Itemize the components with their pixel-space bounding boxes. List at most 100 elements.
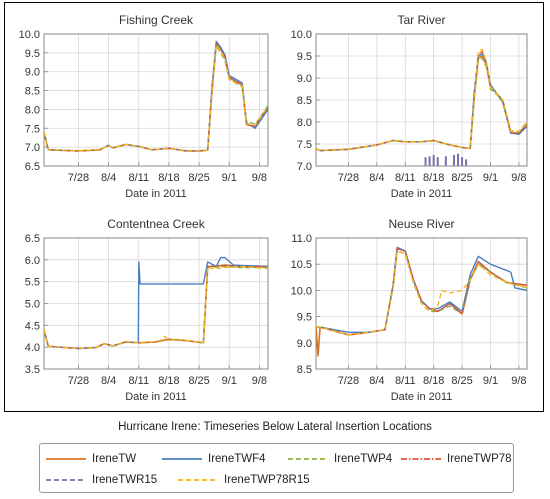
series-group [316,246,527,357]
legend-item-irenetw: IreneTW [46,451,136,467]
y-tick-label: 4.0 [25,342,40,354]
plot-area [43,237,269,370]
y-tick-label: 3.5 [25,364,40,376]
x-tick-label: 9/8 [511,172,526,184]
y-tick-label: 9.5 [297,312,312,324]
series-irenetwp78r15-line [44,265,268,350]
x-tick-label: 7/28 [68,172,89,184]
series-irenetwr15-line [44,264,268,350]
legend-swatch-irenetwp4 [288,458,328,460]
x-tick-label: 9/1 [222,375,237,387]
y-tick-label: 7.0 [25,142,40,154]
y-tick-label: 6.0 [25,255,40,267]
x-tick-label: 9/1 [483,172,498,184]
y-tick-label: 5.0 [25,299,40,311]
chart-title: Neuse River [388,217,454,231]
series-irenetwp78r15-line [316,48,527,152]
series-irenetwf4-line [44,256,268,350]
x-tick-label: 8/11 [128,172,149,184]
legend-label: IreneTWP78R15 [224,474,310,486]
plot-area [315,33,528,167]
legend-item-irenetwr15: IreneTWR15 [46,472,157,488]
y-tick-label: 8.0 [297,117,312,129]
x-tick-label: 9/1 [483,375,498,387]
chart-title: Contentnea Creek [107,217,205,231]
series-irenetwp4-line [44,44,268,152]
series-irenetwf4-line [316,53,527,152]
legend-label: IreneTWP4 [334,453,393,465]
y-tick-label: 6.5 [25,161,40,173]
chart-panel-2: Contentnea Creek 3.5 4.0 4.5 5.0 5.5 6.0 6.5 7/2… [25,217,269,403]
legend-item-irenetwp78r15: IreneTWP78R15 [178,472,310,488]
x-tick-label: 8/18 [158,375,179,387]
plot-area [43,33,269,167]
x-axis-label: Date in 2011 [391,188,453,200]
legend: IreneTW IreneTWF4 IreneTWP4 IreneTWP78 I… [39,443,514,493]
series-group [316,48,527,166]
y-tick-label: 4.5 [25,320,40,332]
series-irenetwp78r15-line [316,250,527,336]
series-irenetwf4-line [316,246,527,333]
x-tick-label: 9/8 [252,172,267,184]
series-irenetw-line [316,55,527,152]
chart-panel-0: Fishing Creek 6.5 7.0 7.5 8.0 8.5 9.0 9.5 10.0 7/… [19,13,269,200]
legend-label: IreneTWR15 [92,474,158,486]
y-tick-label: 6.5 [25,233,40,245]
y-tick-label: 8.5 [25,86,40,98]
series-irenetwp4-line [44,265,268,350]
y-tick-label: 9.0 [297,73,312,85]
x-tick-label: 9/8 [511,375,526,387]
y-tick-label: 9.0 [25,67,40,79]
y-tick-label: 8.0 [25,104,40,116]
x-axis-label: Date in 2011 [391,391,453,403]
y-tick-label: 8.5 [297,364,312,376]
x-tick-label: 8/4 [101,375,116,387]
x-tick-label: 8/4 [369,172,384,184]
x-tick-label: 8/18 [423,172,444,184]
x-tick-label: 8/25 [188,172,209,184]
series-irenetw-line [44,42,268,152]
chart-figure: Fishing Creek 6.5 7.0 7.5 8.0 8.5 9.0 9.5 10.0 7/… [19,13,528,403]
chart-panel-3: Neuse River 8.5 9.0 9.5 10.0 10.5 11.0 7/28 8/4 8… [291,217,528,403]
series-irenetwr15-line [44,42,268,152]
legend-swatch-irenetwr15 [46,479,86,481]
x-tick-label: 8/18 [158,172,179,184]
x-tick-label: 7/28 [68,375,89,387]
y-tick-label: 10.0 [19,29,40,41]
y-tick-label: 10.0 [291,285,312,297]
x-tick-label: 8/4 [369,375,384,387]
legend-swatch-irenetw [46,458,86,460]
figure-caption: Hurricane Irene: Timeseries Below Latera… [118,421,432,433]
x-tick-label: 8/11 [395,172,416,184]
series-irenetwp78r15-line [44,43,268,152]
chart-title: Tar River [397,13,445,27]
legend-label: IreneTWF4 [208,453,266,465]
y-tick-label: 9.0 [297,338,312,350]
y-tick-label: 9.5 [297,51,312,63]
x-tick-label: 9/8 [252,375,267,387]
y-tick-label: 7.5 [25,123,40,135]
figure-frame [4,2,544,412]
legend-item-irenetwp4: IreneTWP4 [288,451,392,467]
y-tick-label: 7.0 [297,161,312,173]
chart-title: Fishing Creek [119,13,194,27]
x-tick-label: 8/25 [188,375,209,387]
x-tick-label: 8/11 [128,375,149,387]
x-tick-label: 9/1 [222,172,237,184]
legend-swatch-irenetwp78r15 [178,479,218,481]
y-tick-label: 10.5 [291,259,312,271]
y-tick-label: 9.5 [25,48,40,60]
series-irenetw-line [44,264,268,350]
series-irenetwp78-line [44,264,268,350]
x-tick-label: 8/4 [101,172,116,184]
legend-item-irenetwp78: IreneTWP78 [401,451,512,467]
series-irenetwp78-line [44,42,268,152]
x-axis-label: Date in 2011 [125,391,187,403]
series-group [44,40,268,152]
legend-item-irenetwf4: IreneTWF4 [162,451,266,467]
legend-swatch-irenetwf4 [162,458,202,460]
chart-panel-1: Tar River 7.0 7.5 8.0 8.5 9.0 9.5 10.0 7/28 8/4 8/… [291,13,528,200]
series-irenetwp4-line [316,250,527,336]
series-irenetwr15-line [316,247,527,336]
y-tick-label: 11.0 [291,233,312,245]
